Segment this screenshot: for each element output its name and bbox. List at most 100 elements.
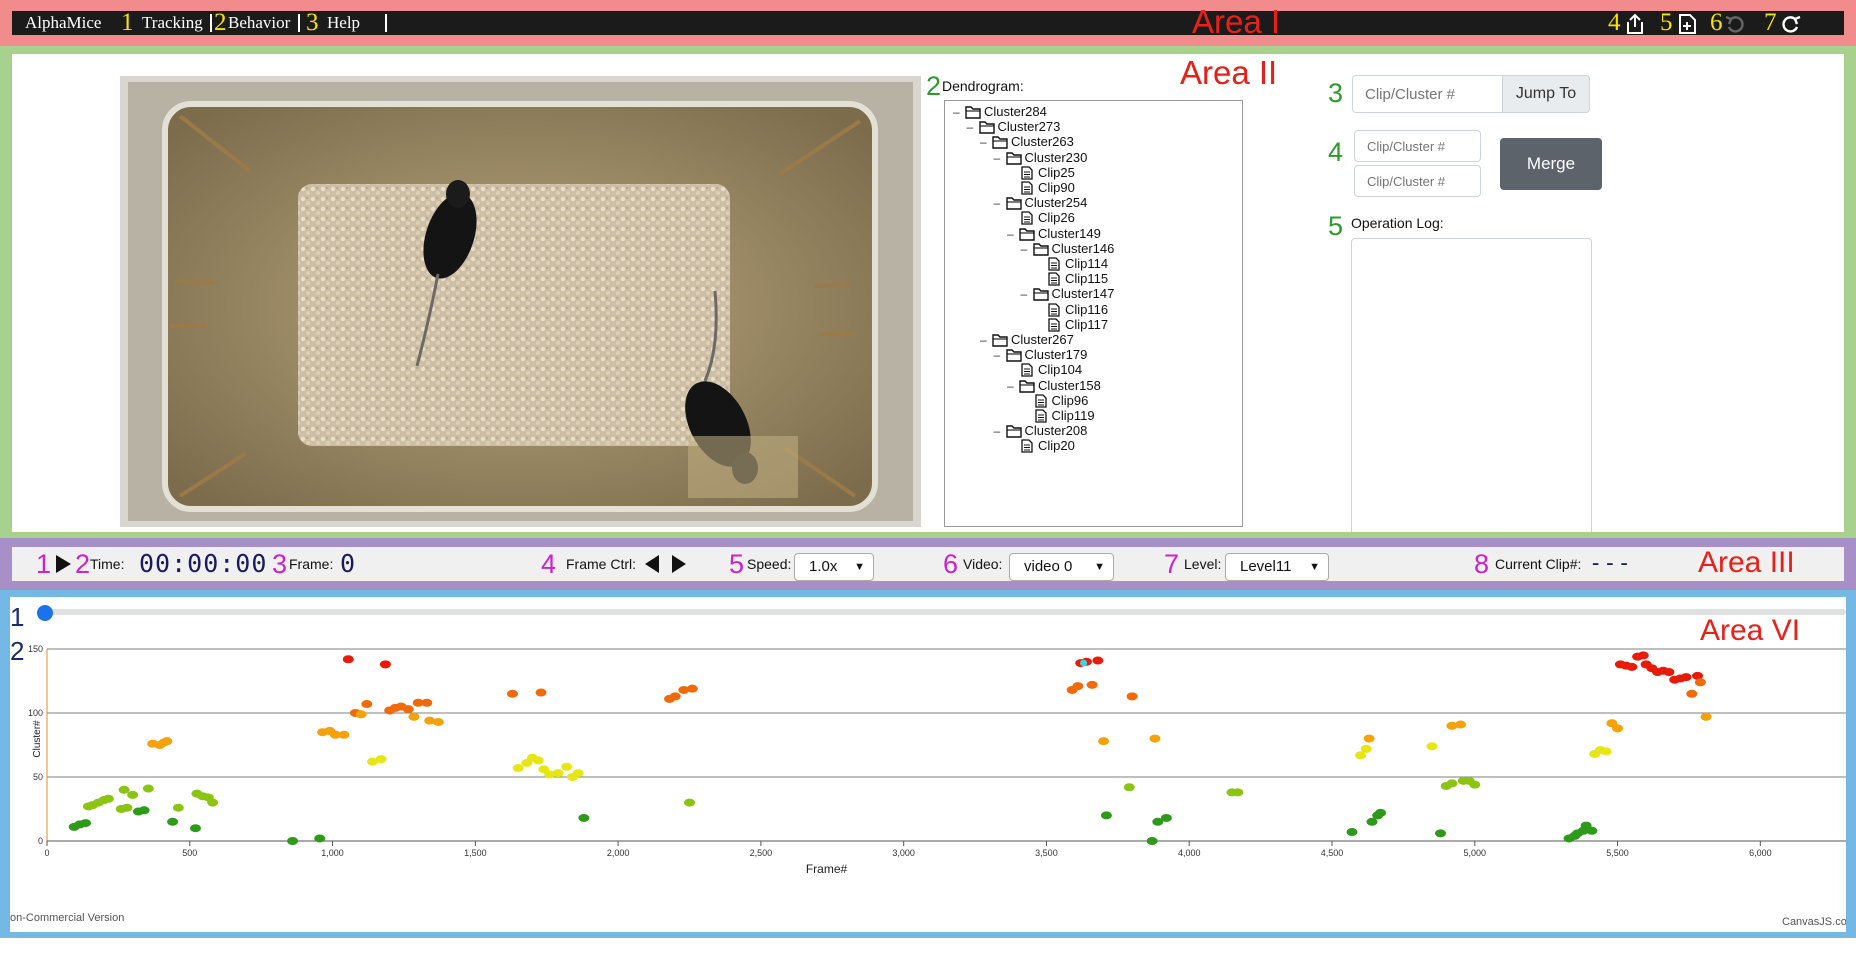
folder-icon (1032, 287, 1049, 306)
collapse-toggle-icon[interactable]: – (993, 348, 1001, 363)
menu-behavior[interactable]: Behavior (228, 13, 291, 32)
menu-tracking[interactable]: Tracking (142, 13, 203, 32)
tree-node-label: Clip116 (1065, 301, 1109, 317)
data-point (432, 717, 444, 726)
timeline-slider-thumb[interactable] (37, 605, 53, 621)
frame-value: 0 (340, 549, 357, 578)
folder-icon (1005, 348, 1022, 367)
operation-log-textarea[interactable] (1351, 238, 1592, 532)
merge-input-1[interactable] (1354, 130, 1481, 162)
data-point (172, 803, 184, 812)
undo-icon[interactable] (1724, 13, 1746, 35)
current-clip-num: 8 (1474, 549, 1490, 579)
collapse-toggle-icon[interactable]: – (993, 424, 1001, 439)
collapse-toggle-icon[interactable]: – (1020, 287, 1028, 302)
data-point (1123, 783, 1135, 792)
chevron-down-icon: ▼ (854, 561, 865, 573)
x-tick-label: 1,000 (321, 848, 344, 858)
data-point (1680, 673, 1692, 682)
x-tick-label: 3,000 (892, 848, 915, 858)
video-select[interactable]: video 0 ▼ (1009, 553, 1114, 581)
collapse-toggle-icon[interactable]: – (993, 196, 1001, 211)
icon-num-7: 7 (1764, 9, 1777, 36)
data-point (1346, 828, 1358, 837)
data-point (355, 710, 367, 719)
tree-node-label: Cluster208 (1024, 423, 1088, 439)
level-select[interactable]: Level11 ▼ (1225, 553, 1329, 581)
icon-num-6: 6 (1710, 9, 1723, 36)
dendrogram-tree[interactable]: – Cluster284– Cluster273– Cluster263– Cluste… (944, 100, 1243, 527)
tree-node-label: Cluster158 (1038, 377, 1101, 393)
export-icon[interactable] (1624, 13, 1646, 35)
collapse-toggle-icon[interactable]: – (993, 150, 1001, 165)
play-icon[interactable] (54, 554, 72, 574)
add-file-icon[interactable] (1676, 13, 1698, 35)
level-num: 7 (1164, 549, 1180, 579)
tree-node-label: Cluster273 (997, 119, 1061, 135)
dendrogram-num: 2 (926, 71, 942, 101)
collapse-toggle-icon[interactable]: – (1020, 241, 1028, 256)
data-point (1092, 656, 1104, 665)
jump-to-button[interactable]: Jump To (1502, 75, 1590, 113)
brand-logo[interactable]: AlphaMice (25, 13, 102, 32)
tree-node-label: Clip90 (1038, 180, 1075, 195)
collapse-toggle-icon[interactable]: – (980, 333, 987, 347)
menu-divider (298, 14, 300, 32)
tree-node-label: Cluster263 (1011, 134, 1074, 150)
time-label: Time: (90, 556, 125, 572)
jump-input[interactable] (1352, 75, 1504, 113)
oplog-num: 5 (1328, 211, 1344, 241)
x-tick-label: 6,000 (1749, 848, 1772, 858)
speed-select[interactable]: 1.0x ▼ (794, 553, 874, 581)
data-point (1426, 742, 1438, 751)
x-tick-label: 5,000 (1464, 848, 1487, 858)
speed-num: 5 (729, 549, 745, 579)
data-point (532, 756, 544, 765)
video-player[interactable] (120, 76, 921, 527)
chart-license-note: on-Commercial Version (10, 912, 125, 924)
tree-node-label: Cluster146 (1051, 240, 1115, 256)
data-point (421, 698, 433, 707)
redo-icon[interactable] (1780, 13, 1802, 35)
collapse-toggle-icon[interactable]: – (953, 105, 960, 119)
data-point (572, 769, 584, 778)
next-frame-icon[interactable] (671, 554, 687, 574)
data-point (678, 685, 690, 694)
data-point (561, 762, 573, 771)
area-6-timeline: 1 2 Area VI 0 50 100 150 0 500 1,000 1,500 2,000… (0, 590, 1856, 938)
collapse-toggle-icon[interactable]: – (980, 135, 987, 150)
file-icon (1021, 439, 1033, 458)
data-point (1126, 692, 1138, 701)
data-point (1692, 671, 1704, 680)
merge-input-2[interactable] (1354, 165, 1481, 197)
menu-help[interactable]: Help (327, 13, 361, 32)
play-num: 1 (36, 549, 52, 579)
data-point (375, 755, 387, 764)
data-point (1663, 668, 1675, 677)
x-tick-label: 0 (44, 848, 49, 858)
timeline-slider-track[interactable] (47, 609, 1846, 615)
collapse-toggle-icon[interactable]: – (1007, 226, 1014, 241)
merge-button[interactable]: Merge (1500, 138, 1602, 190)
x-tick-label: 3,500 (1035, 848, 1058, 858)
prev-frame-icon[interactable] (644, 554, 660, 574)
data-point (361, 700, 373, 709)
area-2-content: Area II 1 (12, 54, 1844, 532)
playback-controls-bar: 1 2 Time: 00:00:00 3 Frame: 0 4 Frame Ct… (12, 546, 1844, 581)
folder-icon (992, 333, 1008, 352)
collapse-toggle-icon[interactable]: – (966, 120, 974, 135)
current-clip-value: --- (1589, 551, 1632, 576)
menu-divider (210, 14, 212, 32)
frame-ctrl-num: 4 (541, 549, 557, 579)
data-point (1072, 682, 1084, 691)
collapse-toggle-icon[interactable]: – (1007, 378, 1014, 393)
merge-num: 4 (1328, 137, 1344, 167)
data-point (669, 692, 681, 701)
tree-node-label: Clip25 (1038, 164, 1075, 180)
chart-credit: CanvasJS.co (1782, 916, 1846, 928)
data-point (1226, 788, 1238, 797)
cluster-scatter-chart[interactable]: 0 50 100 150 0 500 1,000 1,500 2,000 2,500 3,000 3,… (10, 597, 1846, 932)
folder-icon (992, 135, 1008, 154)
file-icon (1034, 394, 1047, 413)
data-point (1446, 721, 1458, 730)
